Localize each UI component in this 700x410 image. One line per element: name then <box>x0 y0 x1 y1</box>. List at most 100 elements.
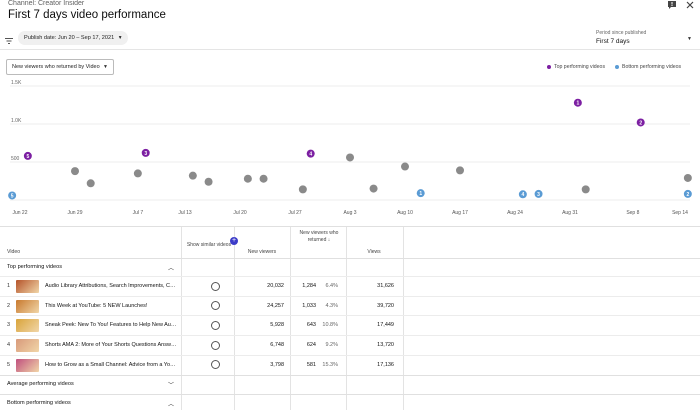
average-performing-point <box>456 166 464 175</box>
y-tick-label: 500 <box>11 156 20 162</box>
returned-percent: 4.3% <box>325 302 338 309</box>
add-column-button[interactable]: + <box>230 237 238 245</box>
chevron-down-icon: ▼ <box>687 36 692 42</box>
average-performing-point <box>581 185 590 194</box>
section-average-performing[interactable]: Average performing videos ﹀ <box>0 375 700 393</box>
x-tick-label: Jun 29 <box>67 210 82 216</box>
table-row[interactable]: 5 How to Grow as a Small Channel: Advice … <box>0 354 700 375</box>
publish-date-chip-label: Publish date: Jun 20 – Sep 17, 2021 <box>24 35 115 41</box>
video-title[interactable]: How to Grow as a Small Channel: Advice f… <box>45 361 177 368</box>
chevron-up-icon[interactable]: ︿ <box>168 402 175 408</box>
returned-value: 643 <box>306 322 316 329</box>
period-value: First 7 days <box>596 38 630 45</box>
metric-dropdown[interactable]: New viewers who returned by Video ▼ <box>6 59 114 75</box>
new-viewers-value: 24,257 <box>267 302 284 309</box>
returned-percent: 15.3% <box>322 361 338 368</box>
show-similar-radio[interactable] <box>211 301 220 311</box>
column-header-video: Video <box>7 249 21 255</box>
chevron-down-icon[interactable]: ﹀ <box>168 383 175 389</box>
y-tick-label: 1.5K <box>11 80 22 86</box>
video-thumbnail[interactable] <box>16 299 39 313</box>
new-viewers-value: 3,798 <box>270 361 284 368</box>
point-label: 4 <box>521 192 524 198</box>
new-viewers-value: 20,032 <box>267 283 284 289</box>
views-value: 13,720 <box>377 342 394 349</box>
bottom-performing-point <box>683 189 692 198</box>
period-label: Period since published <box>596 30 647 36</box>
returned-value: 581 <box>306 361 316 368</box>
x-tick-label: Jul 7 <box>133 210 144 216</box>
point-label: 1 <box>576 101 579 107</box>
new-viewers-value: 5,928 <box>270 322 284 329</box>
feedback-icon[interactable] <box>666 0 678 12</box>
row-number: 4 <box>7 342 11 349</box>
section-bottom-performing[interactable]: Bottom performing videos ︿ <box>0 394 700 410</box>
show-similar-radio[interactable] <box>211 320 220 330</box>
column-header-returned[interactable]: New viewers who returned ↓ <box>298 230 340 243</box>
new-viewers-value: 6,748 <box>270 342 284 349</box>
filter-icon[interactable] <box>4 33 14 44</box>
average-performing-point <box>401 162 409 171</box>
table-top-border <box>0 226 700 227</box>
row-number: 2 <box>7 302 11 309</box>
legend-dot-top <box>547 64 551 69</box>
top-performing-point <box>141 148 150 157</box>
period-select[interactable]: Period since published First 7 days ▼ <box>590 28 696 50</box>
x-tick-label: Aug 31 <box>562 210 578 216</box>
video-thumbnail[interactable] <box>16 319 39 333</box>
close-icon[interactable] <box>684 0 696 12</box>
section-label: Top performing videos <box>7 264 63 270</box>
x-tick-label: Aug 10 <box>397 210 413 216</box>
row-number: 1 <box>7 283 11 289</box>
video-title[interactable]: Sneak Peek: New To You! Features to Help… <box>45 322 177 329</box>
returned-percent: 6.4% <box>325 283 338 289</box>
section-label: Average performing videos <box>7 381 74 387</box>
top-performing-point <box>573 98 582 107</box>
views-value: 31,626 <box>377 283 394 289</box>
publish-date-chip[interactable]: Publish date: Jun 20 – Sep 17, 2021 ▾ <box>18 31 128 45</box>
row-number: 5 <box>7 361 11 368</box>
video-title[interactable]: Audio Library Attributions, Search Impro… <box>45 283 177 289</box>
x-tick-label: Jul 27 <box>288 210 302 216</box>
video-thumbnail[interactable] <box>16 339 39 353</box>
video-title[interactable]: Shorts AMA 2: More of Your Shorts Questi… <box>45 342 177 349</box>
top-performing-point <box>23 151 32 160</box>
section-top-performing[interactable]: Top performing videos ︿ <box>0 258 700 276</box>
x-tick-label: Aug 17 <box>452 210 468 216</box>
video-thumbnail[interactable] <box>16 280 39 293</box>
show-similar-radio[interactable] <box>211 360 220 370</box>
video-thumbnail[interactable] <box>16 358 39 372</box>
point-label: 5 <box>26 154 29 160</box>
x-tick-label: Aug 3 <box>343 210 356 216</box>
x-tick-label: Aug 24 <box>507 210 523 216</box>
column-divider <box>290 227 291 410</box>
legend-dot-bottom <box>615 64 619 69</box>
column-divider <box>403 227 404 410</box>
page-title: First 7 days video performance <box>8 9 166 21</box>
returned-value: 1,033 <box>302 302 316 309</box>
column-header-new-viewers[interactable]: New viewers <box>247 249 277 255</box>
point-label: 3 <box>144 151 147 157</box>
column-divider <box>346 227 347 410</box>
table-row[interactable]: 4 Shorts AMA 2: More of Your Shorts Quest… <box>0 335 700 355</box>
x-tick-label: Jul 13 <box>178 210 192 216</box>
table-row[interactable]: 1 Audio Library Attributions, Search Impr… <box>0 276 700 296</box>
table-row[interactable]: 2 This Week at YouTube: 5 NEW Launches! 24… <box>0 295 700 316</box>
views-value: 39,720 <box>377 302 394 309</box>
metric-dropdown-value: New viewers who returned by Video <box>12 64 100 70</box>
video-title[interactable]: This Week at YouTube: 5 NEW Launches! <box>45 302 148 309</box>
chevron-down-icon: ▾ <box>118 35 122 41</box>
average-performing-point <box>346 153 354 162</box>
column-divider <box>234 227 235 410</box>
legend-label-top: Top performing videos <box>554 64 606 70</box>
chevron-up-icon[interactable]: ︿ <box>168 266 175 272</box>
show-similar-radio[interactable] <box>211 281 220 291</box>
table-row[interactable]: 3 Sneak Peek: New To You! Features to Hel… <box>0 315 700 335</box>
bottom-performing-point <box>534 189 543 198</box>
show-similar-radio[interactable] <box>211 340 220 350</box>
row-number: 3 <box>7 322 11 329</box>
views-value: 17,449 <box>377 322 394 329</box>
point-label: 4 <box>309 152 312 158</box>
column-header-views[interactable]: Views <box>367 249 381 255</box>
average-performing-point <box>369 184 378 193</box>
